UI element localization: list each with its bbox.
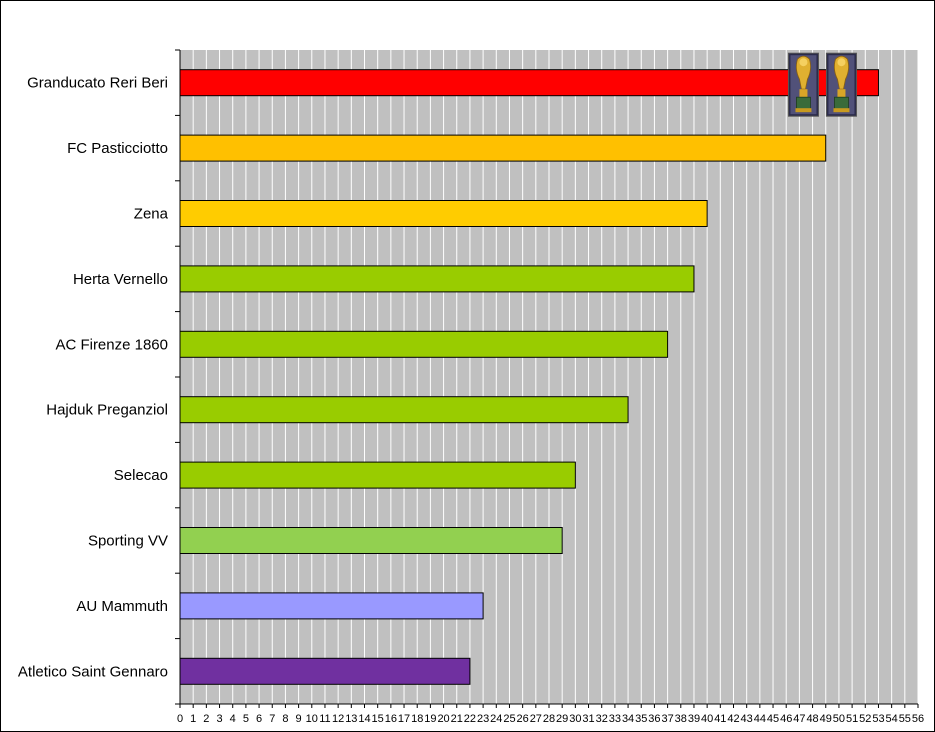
- x-tick-label: 13: [345, 713, 357, 725]
- category-label: Atletico Saint Gennaro: [18, 663, 168, 680]
- x-tick-label: 14: [358, 713, 370, 725]
- x-tick-label: 21: [451, 713, 463, 725]
- bar: [179, 265, 695, 293]
- x-tick-label: 53: [872, 713, 884, 725]
- x-tick-label: 23: [477, 713, 489, 725]
- x-tick-label: 15: [372, 713, 384, 725]
- x-tick-label: 49: [820, 713, 832, 725]
- x-tick-label: 7: [269, 713, 275, 725]
- x-tick-label: 25: [503, 713, 515, 725]
- category-label: Sporting VV: [88, 533, 168, 550]
- axes: [175, 49, 919, 708]
- x-tick-label: 24: [490, 713, 502, 725]
- x-tick-label: 42: [727, 713, 739, 725]
- category-label: Herta Vernello: [73, 271, 168, 288]
- category-label: FC Pasticciotto: [67, 140, 168, 157]
- x-tick-label: 39: [688, 713, 700, 725]
- x-tick-label: 54: [886, 713, 898, 725]
- bar: [179, 330, 669, 358]
- bars: [179, 69, 879, 685]
- x-tick-label: 16: [385, 713, 397, 725]
- category-label: Selecao: [114, 467, 168, 484]
- x-tick-label: 44: [754, 713, 766, 725]
- x-tick-label: 55: [899, 713, 911, 725]
- x-tick-label: 20: [437, 713, 449, 725]
- x-tick-label: 41: [714, 713, 726, 725]
- category-label: AU Mammuth: [76, 598, 168, 615]
- x-tick-label: 22: [464, 713, 476, 725]
- bar: [179, 461, 576, 489]
- x-tick-label: 0: [177, 713, 183, 725]
- category-label: Hajduk Preganziol: [46, 402, 168, 419]
- bar: [179, 592, 484, 620]
- x-tick-labels: 0 1 2 3 4 5 6 7 8 9 10 11 12 13 14 15 16 17 18 19 20 21 22 23 24…: [177, 713, 924, 725]
- x-tick-label: 56: [912, 713, 924, 725]
- x-tick-label: 48: [806, 713, 818, 725]
- x-tick-label: 30: [569, 713, 581, 725]
- x-tick-label: 10: [306, 713, 318, 725]
- x-tick-label: 28: [543, 713, 555, 725]
- x-tick-label: 51: [846, 713, 858, 725]
- category-labels: Granducato Reri Beri FC Pasticciotto Zena H…: [18, 75, 169, 681]
- x-tick-label: 46: [780, 713, 792, 725]
- x-tick-label: 38: [675, 713, 687, 725]
- bar: [179, 527, 563, 554]
- category-label: Granducato Reri Beri: [27, 75, 168, 92]
- x-tick-label: 18: [411, 713, 423, 725]
- x-tick-label: 52: [859, 713, 871, 725]
- x-tick-label: 1: [190, 713, 196, 725]
- x-tick-label: 5: [243, 713, 249, 725]
- x-tick-label: 3: [216, 713, 222, 725]
- x-tick-label: 8: [282, 713, 288, 725]
- bar: [179, 134, 827, 162]
- x-tick-label: 43: [741, 713, 753, 725]
- bar: [179, 396, 629, 424]
- x-tick-label: 34: [622, 713, 634, 725]
- x-tick-label: 26: [517, 713, 529, 725]
- x-tick-label: 36: [648, 713, 660, 725]
- x-tick-label: 27: [530, 713, 542, 725]
- trophies: [787, 52, 857, 117]
- x-tick-label: 29: [556, 713, 568, 725]
- x-tick-label: 45: [767, 713, 779, 725]
- x-tick-label: 35: [635, 713, 647, 725]
- trophy-icon: [825, 52, 857, 117]
- x-tick-label: 9: [296, 713, 302, 725]
- x-tick-label: 33: [609, 713, 621, 725]
- trophy-icon: [787, 52, 819, 117]
- bar: [179, 200, 708, 227]
- x-tick-label: 12: [332, 713, 344, 725]
- bar: [179, 69, 879, 97]
- x-tick-label: 2: [203, 713, 209, 725]
- x-tick-label: 40: [701, 713, 713, 725]
- x-tick-label: 11: [319, 713, 330, 725]
- category-label: AC Firenze 1860: [55, 336, 168, 353]
- x-tick-label: 4: [230, 713, 236, 725]
- x-tick-label: 32: [596, 713, 608, 725]
- x-tick-label: 31: [582, 713, 594, 725]
- x-tick-label: 47: [793, 713, 805, 725]
- bar: [179, 657, 471, 685]
- category-label: Zena: [134, 206, 169, 223]
- x-tick-label: 6: [256, 713, 262, 725]
- x-tick-label: 37: [661, 713, 673, 725]
- x-tick-label: 50: [833, 713, 845, 725]
- x-tick-label: 17: [398, 713, 410, 725]
- x-tick-label: 19: [424, 713, 436, 725]
